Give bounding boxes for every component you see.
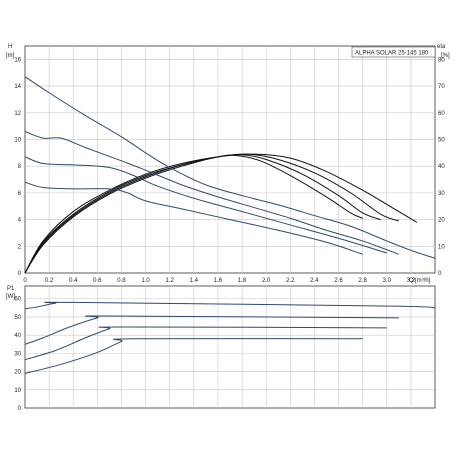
p1-tick-label: 50 (14, 315, 21, 321)
h-tick-label: 2 (18, 244, 22, 250)
power-chart: P1 [W] 0 10 20 30 40 50 60 (6, 285, 436, 412)
p1-tick-label: 10 (14, 388, 21, 394)
q-axis-label: Q (409, 278, 414, 284)
h-tick-label: 4 (18, 218, 22, 224)
power-curve (24, 338, 363, 374)
q-tick-label: 1.0 (141, 278, 150, 284)
q-tick-label: 1.6 (214, 278, 223, 284)
eta-axis-label: eta (437, 44, 446, 50)
lower-plot-frame (24, 285, 436, 409)
h-tick-label: 16 (14, 57, 21, 63)
power-curve (24, 326, 387, 361)
lower-grid (25, 286, 435, 408)
h-axis-unit: [m] (6, 53, 15, 59)
q-tick-label: 2.2 (286, 278, 295, 284)
eta-tick-label: 60 (438, 111, 445, 117)
q-tick-label: 2.8 (358, 278, 367, 284)
head-efficiency-chart: H [m] eta [%] 0 0.2 0.4 0.6 0.8 1.0 1.2 1.4 1.6 1… (6, 44, 450, 284)
eta-tick-label: 20 (438, 218, 445, 224)
q-tick-label: 1.4 (190, 278, 199, 284)
q-tick-label: 0.2 (45, 278, 54, 284)
h-tick-label: 8 (18, 164, 22, 170)
h-tick-label: 10 (14, 137, 21, 143)
q-tick-label: 0 (23, 278, 27, 284)
head-curve (24, 181, 363, 255)
power-curves (24, 301, 436, 374)
q-tick-label: 2.0 (262, 278, 271, 284)
h-tick-label: 14 (14, 84, 21, 90)
efficiency-curve (24, 153, 418, 274)
eta-tick-label: 40 (438, 164, 445, 170)
p1-tick-label: 40 (14, 333, 21, 339)
q-tick-label: 1.2 (166, 278, 175, 284)
p1-axis-label: P1 (7, 286, 15, 292)
h-axis-label: H (8, 44, 12, 50)
upper-plot-frame (24, 45, 436, 274)
h-tick-label: 6 (18, 191, 22, 197)
p1-tick-label: 20 (14, 370, 21, 376)
q-tick-label: 2.6 (334, 278, 343, 284)
q-axis-unit: [m³/h] (415, 278, 431, 284)
p1-axis-unit: [W] (6, 294, 15, 300)
head-curve (24, 130, 399, 255)
eta-tick-label: 50 (438, 137, 445, 143)
lower-tick-labels: 0 10 20 30 40 50 60 (14, 297, 21, 412)
q-tick-label: 2.4 (310, 278, 319, 284)
eta-tick-label: 70 (438, 84, 445, 90)
p1-tick-label: 0 (18, 406, 22, 412)
eta-axis-unit: [%] (441, 53, 450, 59)
efficiency-curves (24, 153, 418, 274)
power-curve (24, 301, 436, 310)
head-curve (24, 156, 387, 254)
p1-tick-label: 60 (14, 297, 21, 303)
q-tick-label: 0.8 (117, 278, 126, 284)
q-tick-label: 0.4 (69, 278, 78, 284)
h-tick-label: 0 (18, 271, 22, 277)
eta-tick-label: 10 (438, 244, 445, 250)
q-tick-label: 0.6 (93, 278, 102, 284)
p1-tick-label: 30 (14, 351, 21, 357)
q-tick-label: 3.0 (383, 278, 392, 284)
title-box (351, 46, 436, 58)
q-tick-label: 1.8 (238, 278, 247, 284)
eta-tick-label: 80 (438, 57, 445, 63)
upper-tick-labels: 0 0.2 0.4 0.6 0.8 1.0 1.2 1.4 1.6 1.8 2.0 2.2 2.4 2.6… (14, 57, 445, 284)
head-curves (24, 76, 436, 259)
head-curve (24, 76, 436, 259)
q-tick-label: 3.2 (407, 278, 416, 284)
efficiency-curve (24, 154, 363, 274)
power-curve (24, 315, 399, 345)
eta-tick-label: 0 (438, 271, 442, 277)
efficiency-curve (24, 153, 399, 274)
chart-title: ALPHA SOLAR 25-145 180 (355, 51, 429, 57)
upper-grid (25, 46, 435, 273)
h-tick-label: 12 (14, 111, 21, 117)
eta-tick-label: 30 (438, 191, 445, 197)
